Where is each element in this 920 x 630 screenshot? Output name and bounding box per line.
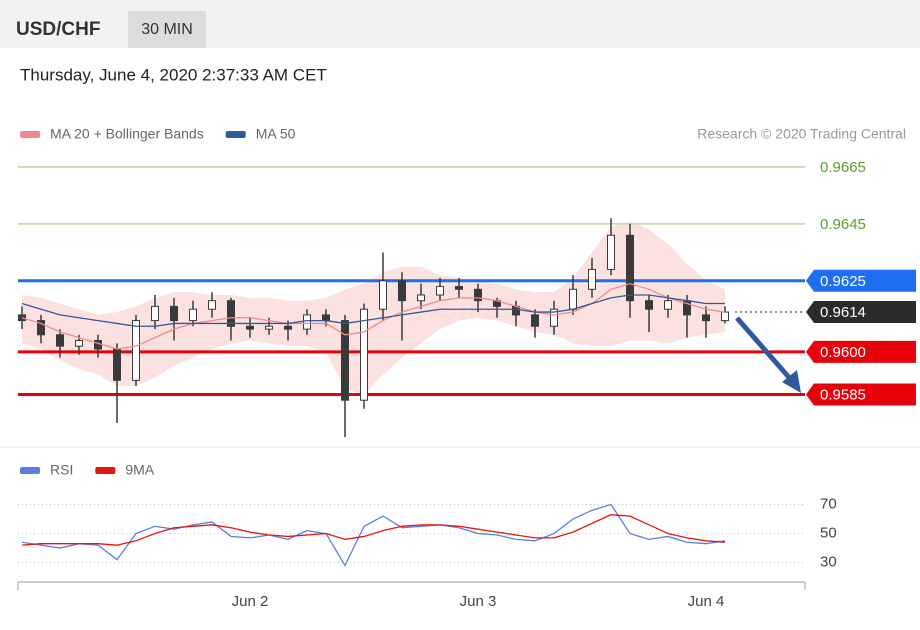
level-label: 0.9614	[820, 304, 866, 321]
level-label: 0.9600	[820, 344, 866, 361]
candle-body	[246, 325, 254, 330]
candle-body	[132, 320, 140, 381]
level-label: 0.9625	[820, 273, 866, 290]
legend-label: 9MA	[125, 462, 154, 478]
candle-body	[284, 325, 292, 330]
candle-body	[322, 314, 330, 322]
candle-body	[531, 314, 539, 327]
indicator-line	[21, 503, 726, 567]
candle-body	[626, 234, 634, 302]
candle-body	[455, 285, 463, 290]
level-box	[806, 301, 916, 324]
level-box	[806, 269, 916, 292]
legend-swatch	[20, 131, 40, 138]
candle-body	[303, 314, 311, 330]
candle-body	[474, 288, 482, 302]
candle-body	[550, 308, 558, 327]
candle-body	[151, 305, 159, 322]
candle-body	[208, 300, 216, 310]
interval-box[interactable]	[128, 11, 206, 48]
candle-body	[664, 300, 672, 310]
legend-swatch	[225, 131, 246, 138]
candle-body	[721, 311, 729, 322]
y-tick-label: 50	[820, 525, 837, 542]
candle-body	[37, 320, 45, 336]
candle-body	[56, 334, 64, 347]
forecast-arrow-head	[782, 370, 801, 393]
credit: Research © 2020 Trading Central	[697, 126, 906, 142]
candle-body	[341, 320, 349, 401]
level-box	[806, 383, 916, 406]
candle-body	[436, 285, 444, 296]
candle-body	[607, 234, 615, 270]
level-label: 0.9645	[820, 216, 866, 233]
y-tick-label: 30	[820, 554, 837, 571]
forecast-arrow	[735, 316, 795, 384]
legend-label: RSI	[50, 462, 73, 478]
candle-body	[189, 308, 197, 322]
candle-body	[75, 339, 83, 347]
bands-layer	[22, 221, 725, 395]
candle-body	[265, 325, 273, 330]
candle-body	[702, 314, 710, 322]
candle-body	[113, 348, 121, 381]
level-label: 0.9585	[820, 386, 866, 403]
legend-label: MA 50	[256, 126, 296, 142]
y-tick-label: 70	[820, 495, 837, 512]
candle-body	[588, 268, 596, 290]
candle-body	[398, 280, 406, 302]
x-tick-label: Jun 3	[460, 593, 497, 610]
rsi-layer: 70 50 30 RSI 9MA Jun 2 Jun 3 Jun 4	[18, 462, 837, 610]
levels-layer: 0.9665 0.9645 0.9625 0.9614 0.9600 0.9585	[18, 159, 916, 406]
indicator-line	[21, 514, 726, 546]
main-layer: MA 20 + Bollinger Bands MA 50	[18, 126, 729, 438]
ma-line	[21, 282, 726, 350]
legend-swatch	[20, 467, 40, 474]
interval[interactable]: 30 MIN	[141, 21, 193, 38]
candle-body	[569, 288, 577, 310]
level-box	[806, 340, 916, 363]
candle-body	[170, 305, 178, 322]
level-label: 0.9665	[820, 159, 866, 176]
candle-body	[94, 339, 102, 350]
candle-body	[379, 280, 387, 310]
ma-line	[21, 294, 725, 327]
bollinger-band	[22, 221, 725, 395]
candle-body	[417, 294, 425, 302]
candle-body	[360, 308, 368, 401]
candle-body	[227, 300, 235, 327]
candle-body	[645, 300, 653, 310]
symbol: USD/CHF	[16, 19, 100, 40]
x-tick-label: Jun 2	[232, 593, 269, 610]
legend-swatch	[95, 467, 116, 474]
x-tick-label: Jun 4	[688, 593, 725, 610]
timestamp: Thursday, June 4, 2020 2:37:33 AM CET	[20, 65, 327, 84]
legend-label: MA 20 + Bollinger Bands	[50, 126, 204, 142]
